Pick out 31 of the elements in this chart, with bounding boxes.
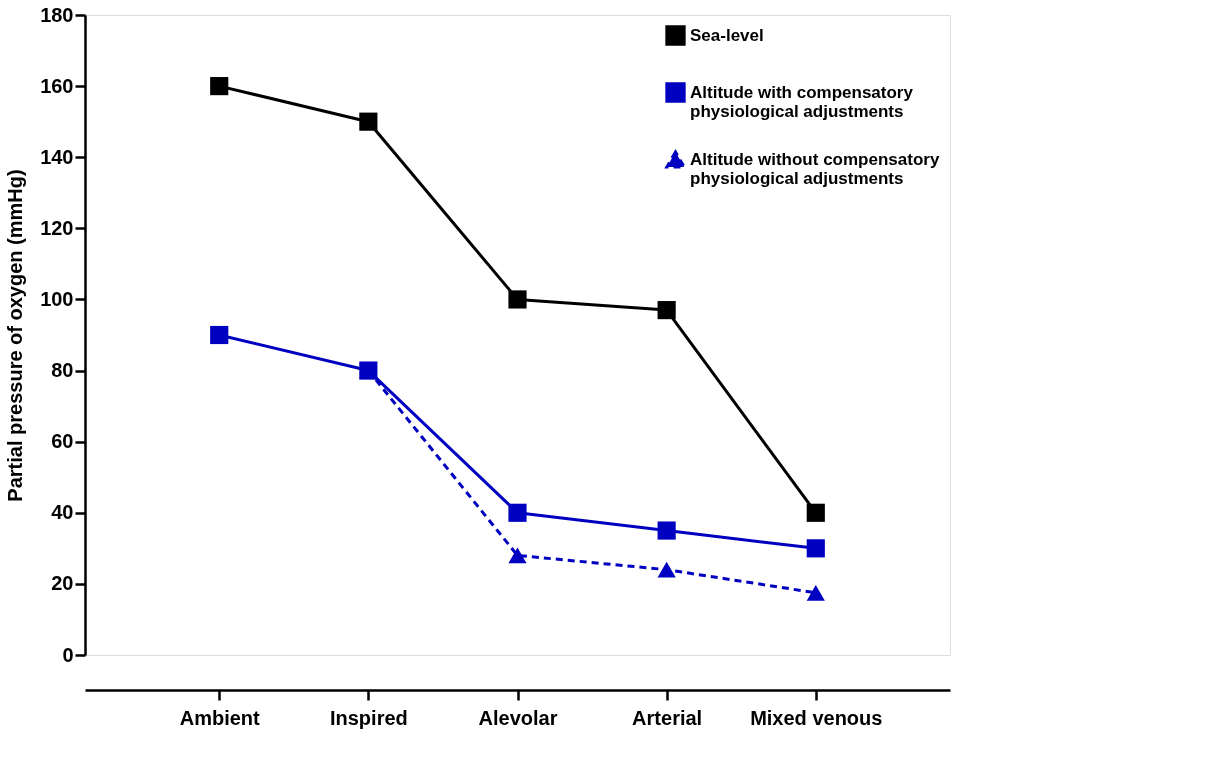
point [359, 112, 378, 131]
point [508, 290, 527, 309]
y-tick-label: 100 [40, 287, 74, 310]
legend-label: Sea-level [690, 25, 764, 45]
y-tick-label: 120 [40, 216, 74, 239]
y-tick-label: 80 [51, 359, 74, 382]
point [210, 77, 229, 96]
x-tick-label: Alevolar [478, 706, 558, 729]
point [508, 503, 527, 522]
x-tick-label: Inspired [329, 706, 408, 729]
y-tick-label: 20 [51, 572, 74, 595]
x-tick-label: Arterial [632, 706, 703, 729]
point [508, 547, 527, 564]
x-tick-label: Mixed venous [750, 706, 883, 729]
y-tick-label: 60 [51, 430, 74, 453]
legend-label: Altitude without compensatory physiological adjustments [690, 149, 940, 188]
x-tick-label: Ambient [179, 706, 261, 729]
point [806, 503, 825, 522]
point [657, 561, 676, 578]
point [806, 584, 825, 601]
legend-label: Altitude with compensatory physiological adjustments [690, 82, 914, 121]
point [657, 521, 676, 540]
y-axis-title: Partial pressure of oxygen (mmHg) [4, 169, 27, 502]
y-tick-label: 160 [40, 74, 74, 97]
point [210, 325, 229, 345]
point [806, 539, 825, 558]
point [657, 301, 676, 320]
y-tick-label: 180 [40, 3, 74, 26]
y-tick-label: 140 [40, 145, 74, 168]
y-tick-label: 40 [51, 501, 74, 524]
y-tick-label: 0 [62, 643, 74, 666]
